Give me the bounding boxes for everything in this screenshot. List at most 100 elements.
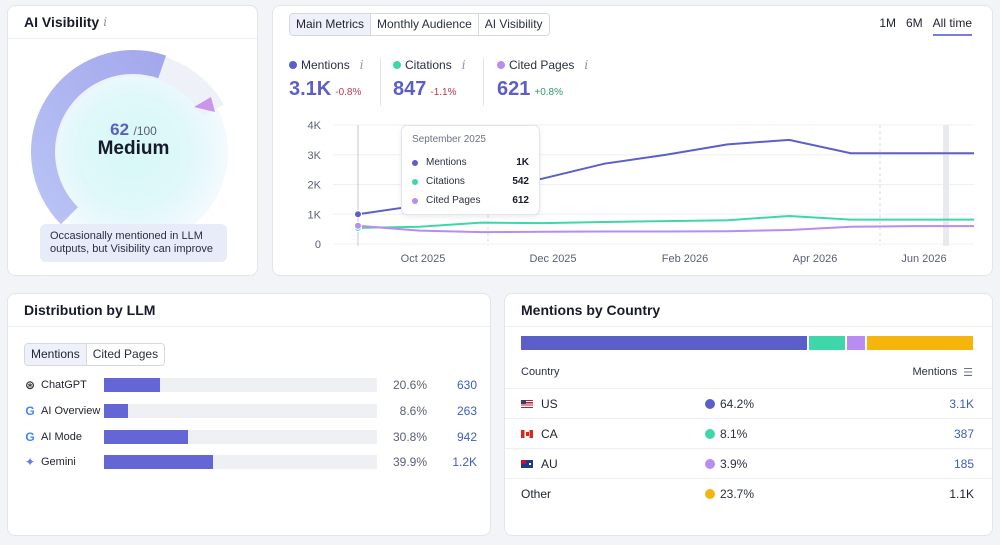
country-card: Mentions by Country Country Mentions ☰ U…	[504, 293, 993, 536]
tab-mentions[interactable]: Mentions	[25, 344, 86, 365]
tab-ai-visibility[interactable]: AI Visibility	[477, 14, 549, 35]
tooltip-value: 1K	[516, 157, 529, 168]
x-tick-label: Jun 2026	[901, 253, 946, 265]
line-chart[interactable]: 4K 3K 2K 1K 0 Oct 2025 Dec 2025 Feb 2026 Apr 202…	[273, 6, 993, 276]
y-tick-label: 3K	[308, 150, 322, 162]
column-country: Country	[521, 366, 560, 378]
info-icon[interactable]: i	[584, 58, 589, 72]
llm-name: ChatGPT	[41, 379, 87, 391]
column-mentions[interactable]: Mentions	[912, 366, 958, 378]
country-count[interactable]: 185	[953, 456, 974, 471]
y-tick-label: 2K	[308, 180, 322, 192]
gauge-fill	[31, 50, 167, 225]
distribution-tabs: Mentions Cited Pages	[24, 343, 166, 366]
share-percent: 39.9%	[392, 455, 427, 469]
tab-monthly-audience[interactable]: Monthly Audience	[370, 14, 478, 35]
au-flag-icon	[521, 459, 533, 468]
x-tick-label: Apr 2026	[793, 253, 838, 265]
metric-value: 847	[393, 78, 427, 100]
other-dot	[705, 488, 715, 499]
tooltip-label: Citations	[426, 176, 465, 187]
country-name: Other	[521, 486, 552, 501]
llm-name: AI Mode	[41, 431, 82, 443]
range-1m[interactable]: 1M	[879, 16, 896, 30]
share-segment-ca[interactable]	[809, 336, 846, 350]
country-name: CA	[541, 426, 558, 441]
divider	[483, 58, 484, 106]
share-segment-au[interactable]	[847, 336, 865, 350]
current-period-marker	[943, 125, 949, 246]
sort-icon[interactable]: ☰	[963, 367, 973, 379]
divider	[380, 58, 381, 106]
gauge-glow	[38, 57, 228, 247]
y-tick-label: 4K	[308, 120, 322, 132]
tooltip-label: Cited Pages	[426, 195, 481, 206]
mention-count[interactable]: 263	[456, 404, 477, 418]
ca-dot	[705, 428, 715, 439]
gauge-svg	[31, 50, 228, 247]
distribution-header: Distribution by LLM	[8, 294, 490, 327]
metric-value: 621	[497, 78, 531, 100]
metric-change: +0.8%	[534, 87, 564, 98]
country-row-other: Other 23.7% 1.1K	[505, 478, 992, 508]
mention-count[interactable]: 942	[456, 430, 477, 444]
visibility-level: Medium	[97, 138, 170, 159]
country-title: Mentions by Country	[521, 302, 661, 318]
share-bar-fill	[104, 430, 189, 444]
cited-pages-dot	[497, 61, 505, 69]
series-point	[354, 221, 362, 230]
time-range: 1M 6M All time	[879, 16, 972, 36]
ai-visibility-card: AI Visibility i 62 /100	[7, 5, 258, 276]
cited-pages-dot	[412, 197, 418, 204]
country-count[interactable]: 387	[953, 426, 974, 441]
metric-mentions: Mentions i 3.1K -0.8%	[289, 58, 364, 101]
range-6m[interactable]: 6M	[905, 16, 923, 30]
ai-visibility-title: AI Visibility	[24, 14, 100, 30]
country-count[interactable]: 3.1K	[949, 396, 974, 411]
citations-dot	[393, 61, 401, 69]
country-row-us: US 64.2% 3.1K	[505, 388, 992, 418]
share-segment-us[interactable]	[521, 336, 808, 350]
info-icon[interactable]: i	[103, 15, 108, 29]
info-icon[interactable]: i	[461, 58, 466, 72]
llm-name: AI Overview	[41, 405, 101, 417]
share-percent: 30.8%	[392, 430, 427, 444]
series-point	[354, 210, 362, 219]
openai-icon: ⊛	[24, 378, 36, 392]
country-name: AU	[541, 456, 558, 471]
info-icon[interactable]: i	[359, 58, 364, 72]
share-bar-fill	[104, 455, 214, 469]
citations-dot	[412, 178, 418, 185]
country-share: 64.2%	[720, 396, 755, 411]
metric-citations: Citations i 847 -1.1%	[393, 58, 466, 101]
llm-row-ai-mode: G AI Mode 30.8% 942	[24, 427, 484, 447]
share-segment-other[interactable]	[866, 336, 973, 350]
us-flag-icon	[521, 399, 533, 408]
mentions-dot	[289, 61, 297, 69]
country-count: 1.1K	[949, 486, 974, 501]
mention-count[interactable]: 1.2K	[452, 455, 477, 469]
score-value: 62	[110, 120, 130, 139]
share-percent: 8.6%	[399, 404, 427, 418]
country-row-au: AU 3.9% 185	[505, 448, 992, 478]
ai-visibility-header: AI Visibility i	[8, 6, 257, 39]
metric-label: Mentions	[301, 58, 350, 72]
mentions-dot	[412, 159, 418, 166]
metrics-tabs: Main Metrics Monthly Audience AI Visibil…	[289, 13, 550, 36]
google-icon: G	[25, 430, 35, 444]
country-name: US	[541, 396, 558, 411]
tab-main-metrics[interactable]: Main Metrics	[290, 14, 371, 35]
mention-count[interactable]: 630	[456, 378, 477, 392]
country-share-bar	[521, 336, 973, 350]
llm-row-chatgpt: ⊛ ChatGPT 20.6% 630	[24, 375, 484, 395]
metric-label: Citations	[405, 58, 452, 72]
tooltip-title: September 2025	[412, 134, 486, 145]
share-bar-track	[104, 404, 377, 418]
country-share: 8.1%	[720, 426, 748, 441]
tab-cited-pages[interactable]: Cited Pages	[85, 344, 165, 365]
range-all-time[interactable]: All time	[932, 16, 972, 36]
llm-row-gemini: ✦ Gemini 39.9% 1.2K	[24, 452, 484, 472]
ca-flag-icon	[521, 429, 533, 438]
us-dot	[705, 398, 715, 409]
tooltip-row-citations: Citations 542	[412, 172, 529, 191]
